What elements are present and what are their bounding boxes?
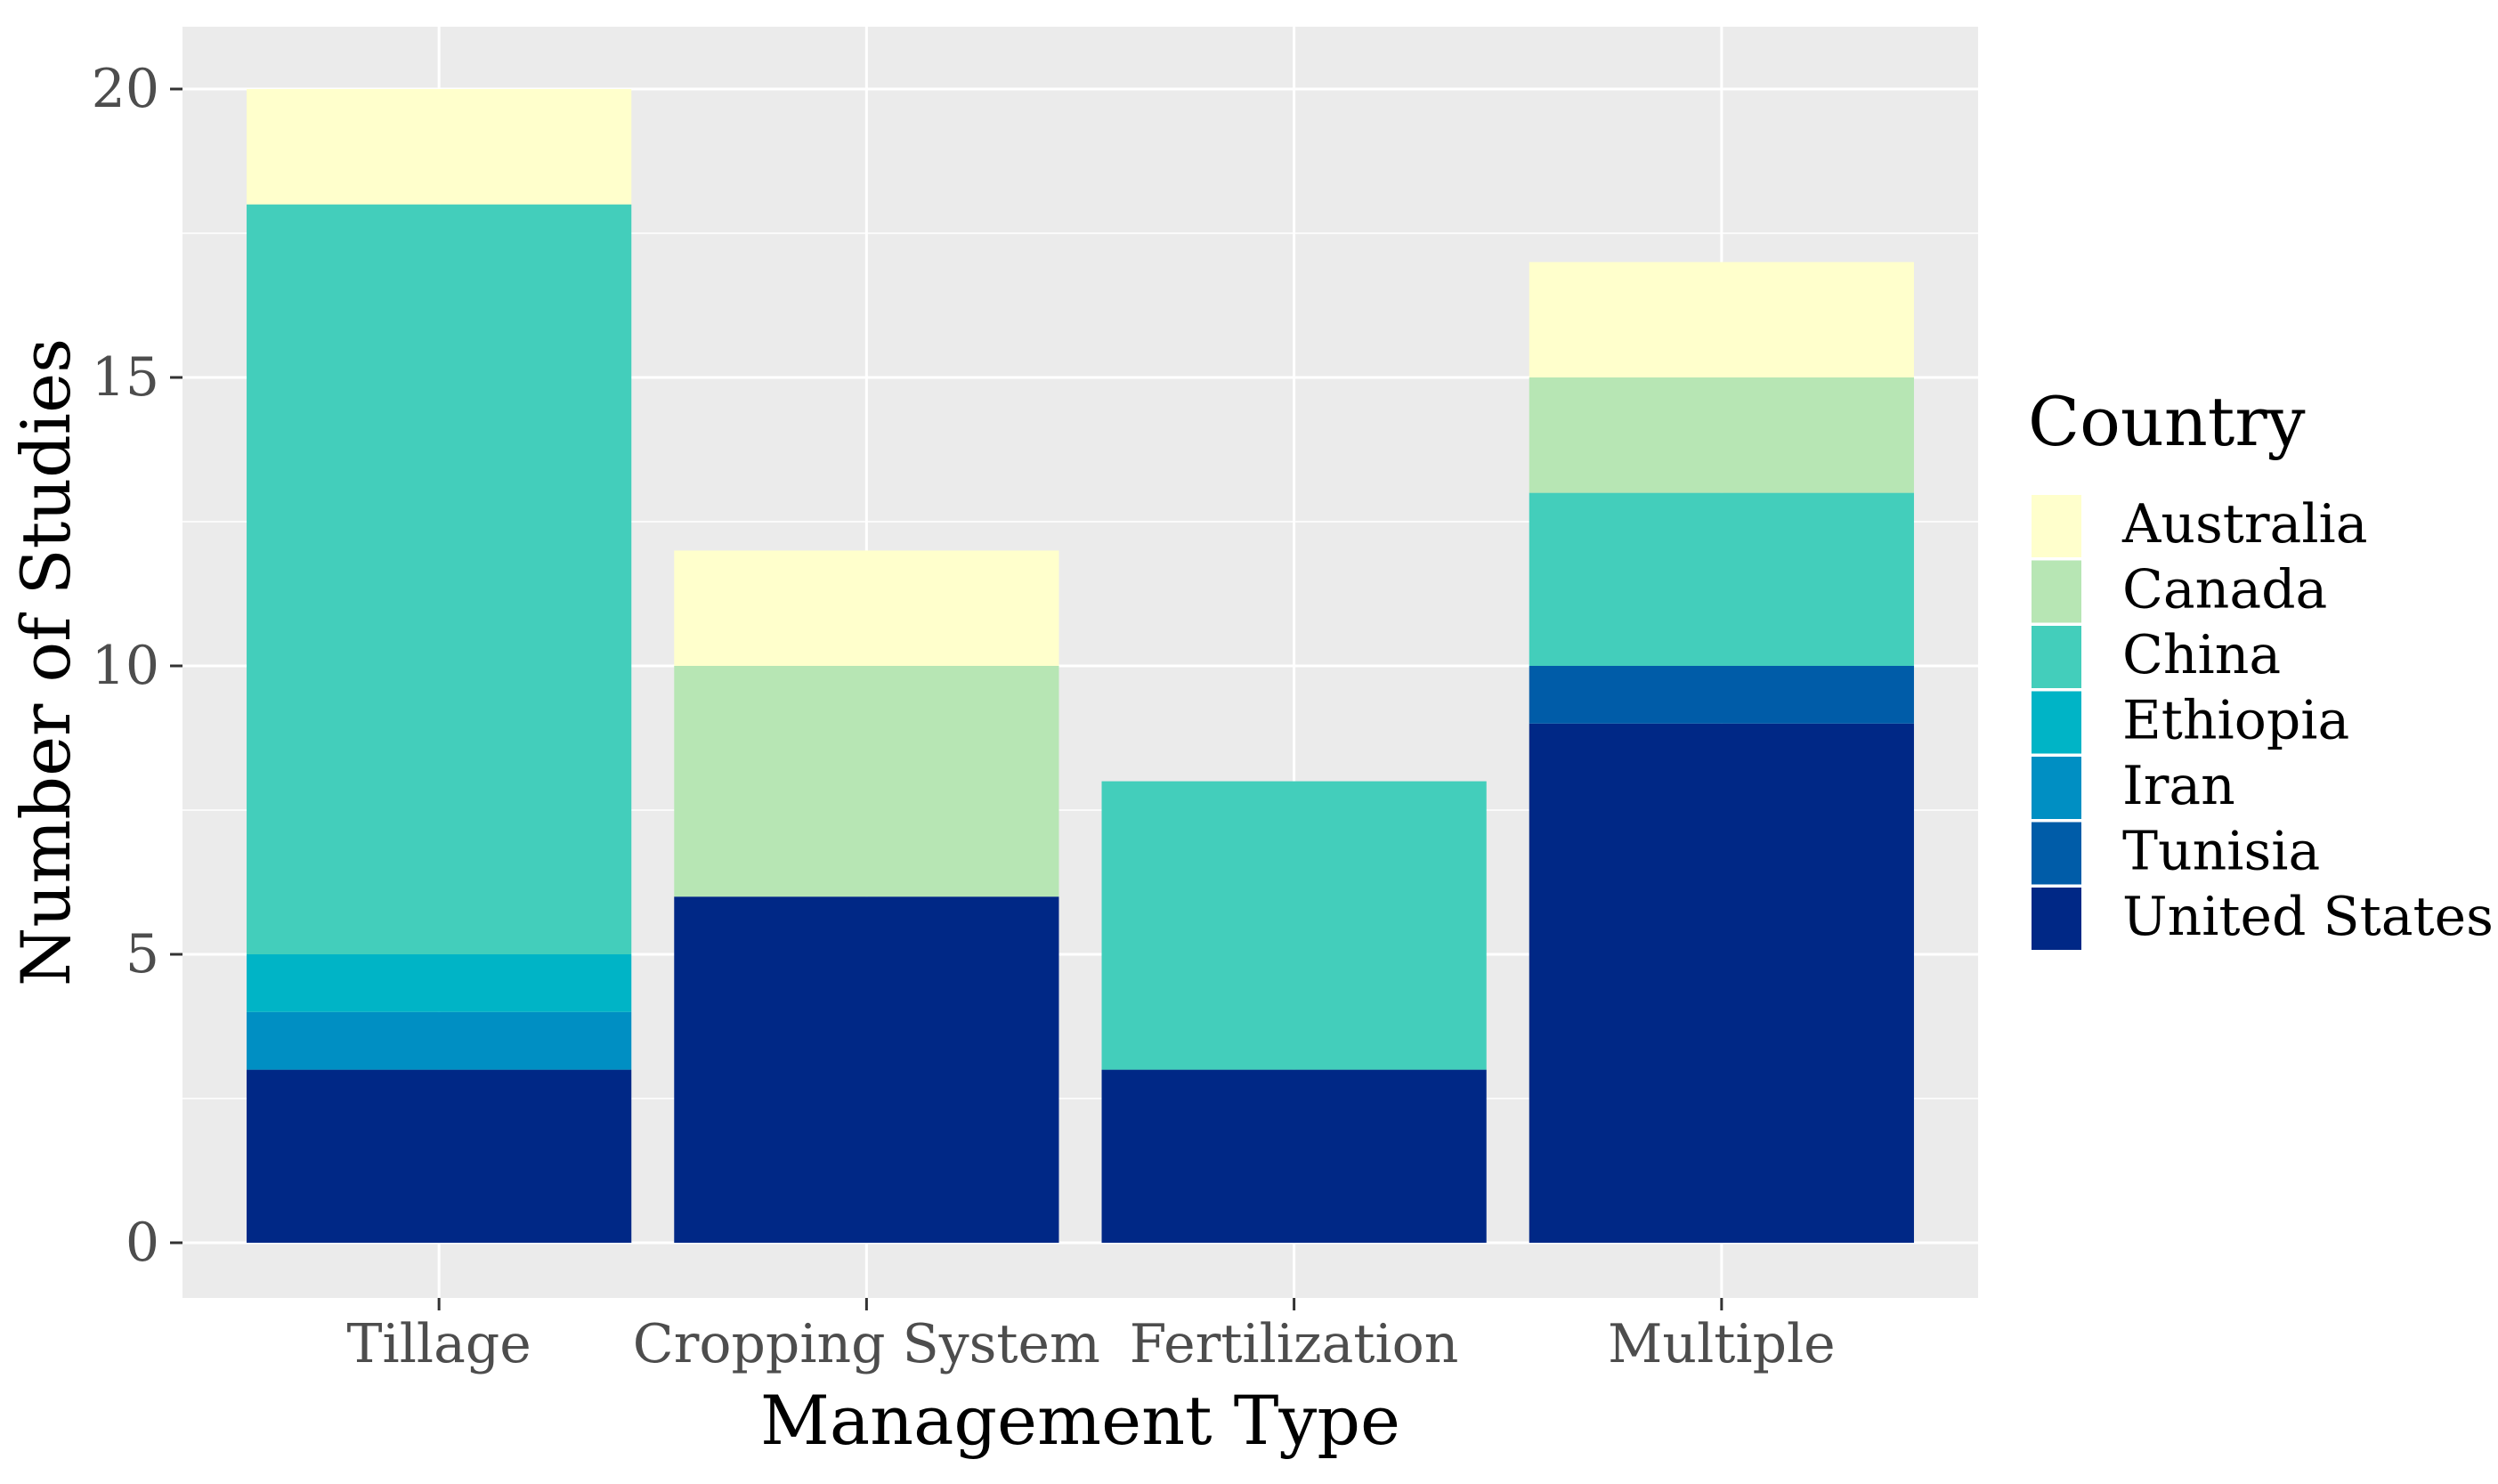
y-tick-label: 20 [92, 58, 159, 120]
bar-segment-ethiopia-tillage [247, 954, 632, 1012]
legend-key-tunisia [2032, 822, 2081, 885]
legend-label: Ethiopia [2122, 690, 2349, 752]
legend-key-australia [2032, 495, 2081, 557]
bar-segment-united-states-tillage [247, 1069, 632, 1243]
y-tick-label: 0 [126, 1212, 159, 1274]
bar-segment-china-tillage [247, 204, 632, 955]
legend-key-canada [2032, 560, 2081, 623]
bar-segment-australia-multiple [1529, 262, 1914, 377]
y-tick-label: 15 [92, 346, 159, 409]
bar-segment-tunisia-multiple [1529, 666, 1914, 724]
legend-key-china [2032, 626, 2081, 688]
y-tick-label: 5 [126, 923, 159, 985]
bar-segment-china-fertilization [1101, 781, 1487, 1070]
x-axis-title: Management Type [760, 1381, 1400, 1460]
legend-label: Iran [2122, 755, 2235, 817]
legend-key-iran [2032, 757, 2081, 819]
legend-label: Canada [2122, 559, 2327, 621]
legend-label: Tunisia [2122, 821, 2320, 883]
bar-segment-iran-tillage [247, 1011, 632, 1070]
x-tick-label: Fertilization [1130, 1313, 1459, 1375]
legend-label: Australia [2121, 493, 2367, 555]
legend-key-united-states [2032, 888, 2081, 950]
legend-label: United States [2122, 886, 2494, 948]
bar-segment-australia-cropping-system [674, 550, 1059, 666]
x-tick-label: Cropping System [633, 1313, 1100, 1375]
legend-title: Country [2028, 382, 2306, 461]
bar-segment-united-states-cropping-system [674, 896, 1059, 1243]
x-axis-ticks: Tillage Cropping System Fertilization Multi… [347, 1298, 1836, 1375]
bar-segment-china-multiple [1529, 492, 1914, 666]
bar-segment-canada-cropping-system [674, 666, 1059, 897]
y-axis-ticks: 0 5 10 15 20 [92, 58, 182, 1274]
bars [247, 89, 1914, 1243]
y-axis-title: Number of Studies [6, 338, 85, 986]
legend-label: China [2122, 624, 2281, 686]
x-tick-label: Tillage [347, 1313, 531, 1375]
y-tick-label: 10 [92, 635, 159, 697]
bar-segment-australia-tillage [247, 89, 632, 205]
bar-segment-united-states-multiple [1529, 723, 1914, 1243]
bar-segment-canada-multiple [1529, 377, 1914, 493]
x-tick-label: Multiple [1608, 1313, 1836, 1375]
legend-key-ethiopia [2032, 691, 2081, 754]
bar-segment-united-states-fertilization [1101, 1069, 1487, 1243]
legend: Country AustraliaCanadaChinaEthiopiaIran… [2028, 382, 2494, 950]
